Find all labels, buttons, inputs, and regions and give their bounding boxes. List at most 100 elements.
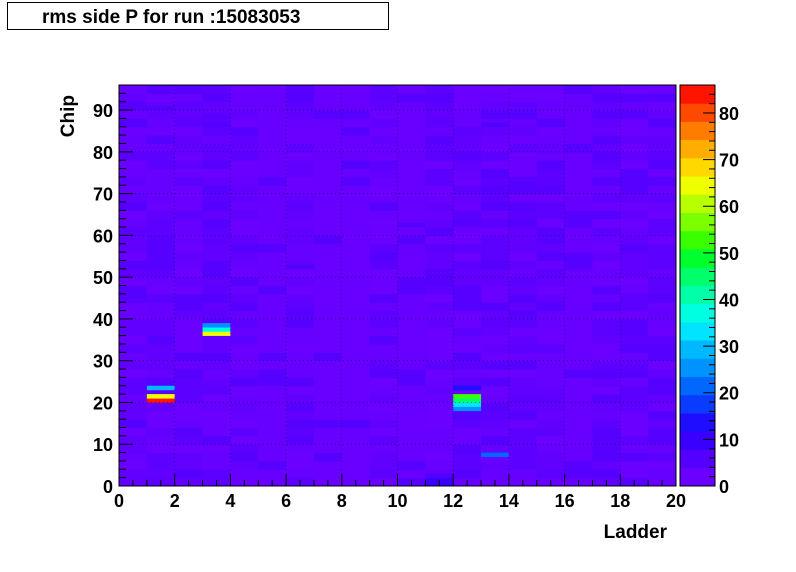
heatmap-cell	[258, 394, 287, 403]
heatmap-cell	[620, 218, 649, 228]
heatmap-cell	[425, 168, 454, 178]
heatmap-cell	[592, 193, 621, 203]
heatmap-cell	[592, 302, 621, 312]
heatmap-cell	[174, 151, 204, 161]
heatmap-cell	[230, 460, 259, 470]
heatmap-cell	[564, 176, 593, 186]
heatmap-cell	[648, 427, 677, 437]
heatmap-cell	[230, 360, 259, 370]
heatmap-cell	[536, 101, 566, 111]
colorbar-swatch	[680, 176, 715, 195]
heatmap-cell	[481, 210, 510, 220]
heatmap-cell	[202, 176, 231, 186]
heatmap-cell	[286, 402, 315, 412]
colorbar-swatch	[680, 85, 715, 104]
heatmap-cell	[174, 360, 204, 370]
heatmap-cell	[369, 427, 398, 437]
heatmap-cell	[341, 469, 371, 479]
heatmap-cell	[369, 235, 398, 245]
heatmap-cell	[481, 268, 510, 278]
heatmap-cell	[397, 135, 426, 144]
heatmap-cell	[592, 160, 621, 170]
heatmap-cell	[481, 168, 510, 178]
heatmap-cell	[174, 235, 204, 245]
heatmap-cell	[592, 235, 621, 245]
heatmap-cell	[425, 310, 454, 320]
colorbar-tick-label: 0	[719, 477, 729, 497]
heatmap-cell	[620, 427, 649, 437]
heatmap-cell	[369, 460, 398, 470]
heatmap-cell	[648, 168, 677, 178]
heatmap-cell	[425, 210, 454, 220]
heatmap-cell	[564, 435, 593, 445]
heatmap-cell	[369, 260, 398, 270]
heatmap-cell	[341, 101, 371, 111]
heatmap-cell	[564, 235, 593, 245]
heatmap-cell	[620, 302, 649, 312]
heatmap-cell	[397, 419, 426, 429]
heatmap-cell	[425, 394, 454, 403]
heatmap-cell	[564, 335, 593, 345]
heatmap-cell	[230, 252, 259, 261]
heatmap-cell	[508, 285, 538, 295]
heatmap-cell	[481, 335, 510, 345]
heatmap-cell	[369, 369, 398, 378]
heatmap-cell	[119, 377, 148, 387]
heatmap-cell	[313, 218, 343, 228]
heatmap-cell	[146, 469, 176, 479]
heatmap-cell	[620, 143, 649, 153]
heatmap-cell	[313, 201, 343, 211]
heatmap-cell	[425, 260, 454, 270]
heatmap-cell	[119, 151, 148, 161]
heatmap-cell	[592, 452, 621, 462]
heatmap-cell	[620, 201, 649, 211]
heatmap-cell	[119, 394, 148, 403]
heatmap-cell	[369, 243, 398, 253]
heatmap-cell	[202, 310, 231, 320]
heatmap-cell	[453, 168, 482, 178]
heatmap-cell	[369, 327, 398, 337]
heatmap-cell	[481, 277, 510, 286]
y-tick-label: 50	[93, 268, 113, 288]
heatmap-cell	[592, 410, 621, 420]
heatmap-cell	[369, 318, 398, 328]
heatmap-cell	[481, 352, 510, 362]
heatmap-cell	[286, 193, 315, 203]
heatmap-cell	[620, 243, 649, 253]
heatmap-cell	[481, 394, 510, 403]
heatmap-cell	[313, 126, 343, 136]
heatmap-cell	[425, 101, 454, 111]
heatmap-cell	[146, 235, 176, 245]
heatmap-cell	[341, 369, 371, 378]
heatmap-cell	[397, 335, 426, 345]
heatmap-cell	[620, 285, 649, 295]
heatmap-cell	[536, 143, 566, 153]
heatmap-cell	[369, 444, 398, 454]
heatmap-cell	[592, 427, 621, 437]
heatmap-cell	[119, 460, 148, 470]
heatmap-cell	[397, 435, 426, 445]
heatmap-cell	[508, 101, 538, 111]
x-tick-label: 6	[281, 491, 291, 511]
heatmap-cell	[341, 452, 371, 462]
heatmap-cell	[202, 394, 231, 403]
heatmap-cell	[453, 218, 482, 228]
heatmap-cell	[230, 452, 259, 462]
heatmap-cell	[508, 243, 538, 253]
heatmap-cell	[453, 151, 482, 161]
heatmap-cell	[453, 201, 482, 211]
heatmap-cell	[648, 227, 677, 236]
heatmap-cell	[369, 201, 398, 211]
heatmap-cell	[119, 260, 148, 270]
heatmap-cell	[564, 101, 593, 111]
heatmap-cell	[341, 277, 371, 286]
heatmap-cell	[341, 168, 371, 178]
heatmap-cell	[174, 168, 204, 178]
heatmap-cell	[202, 168, 231, 178]
heatmap-cell	[564, 427, 593, 437]
heatmap-cell	[313, 385, 343, 395]
heatmap-cell	[119, 419, 148, 429]
heatmap-cell	[453, 385, 482, 391]
heatmap-cell	[620, 252, 649, 261]
heatmap-cell	[258, 410, 287, 420]
